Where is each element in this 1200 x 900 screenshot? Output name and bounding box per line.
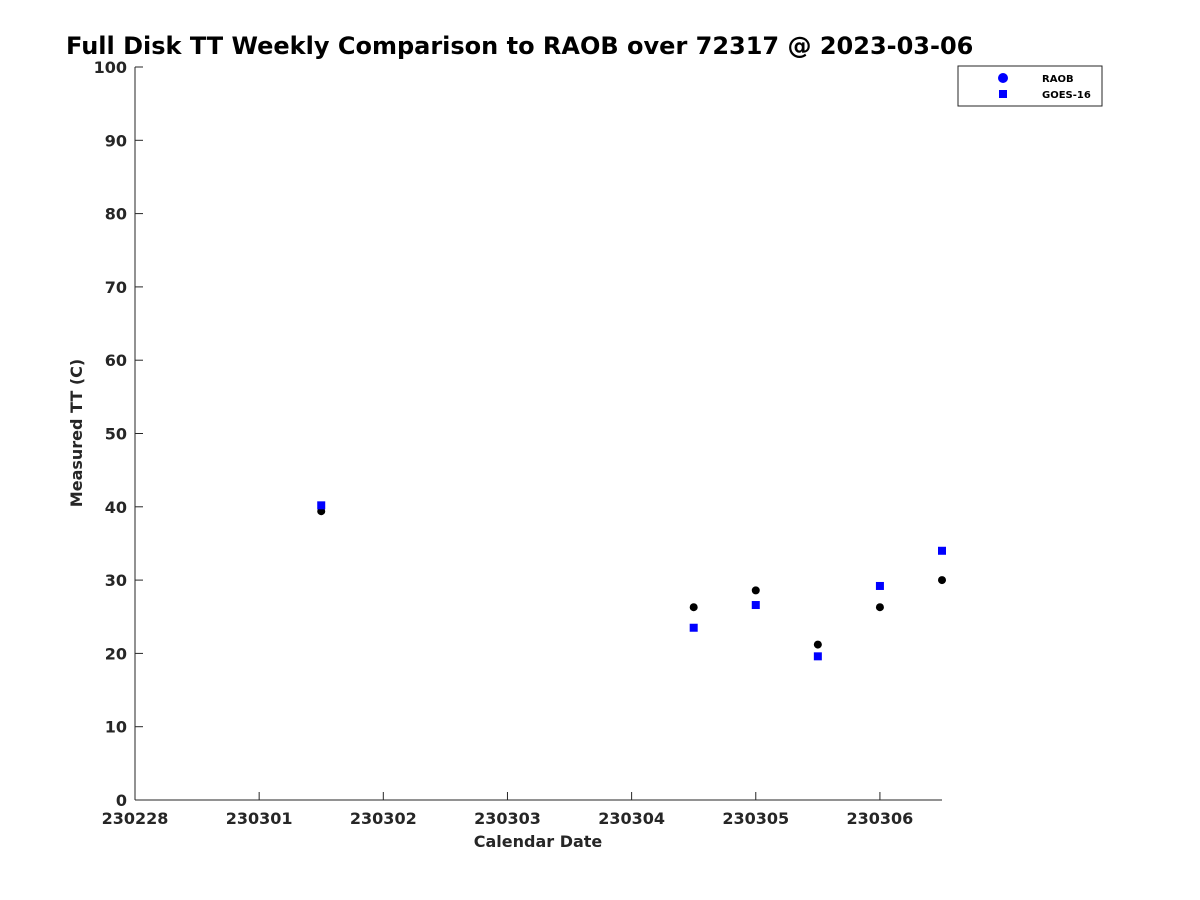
y-tick-label: 50 [105,425,127,444]
legend-label-goes-16: GOES-16 [1042,90,1091,101]
x-tick-label: 230306 [847,809,914,828]
legend-label-raob: RAOB [1042,74,1074,85]
x-tick-label: 230305 [722,809,789,828]
x-tick-label: 230301 [226,809,293,828]
legend-marker-goes-16 [999,90,1007,98]
y-tick-label: 0 [116,791,127,810]
data-point-raob [689,603,698,612]
y-tick-label: 80 [105,205,127,224]
data-point-raob [751,586,760,595]
data-point-goes-16 [813,652,822,661]
x-ticks: 230228 230301 230302 230303 230304 230305 2303… [102,792,914,828]
data-point-goes-16 [938,546,946,555]
x-tick-label: 230303 [474,809,541,828]
x-tick-label: 230304 [598,809,665,828]
y-tick-label: 30 [105,571,127,590]
data-point-goes-16 [875,581,884,590]
legend-box [957,65,1103,107]
data-point-goes-16 [317,501,326,510]
y-tick-label: 60 [105,351,127,370]
y-tick-label: 40 [105,498,127,517]
legend: RAOB GOES-16 [957,65,1103,107]
data-point-raob [813,640,822,649]
y-axis-label: Measured TT (C) [67,359,86,507]
y-tick-label: 20 [105,644,127,663]
x-tick-label: 230302 [350,809,417,828]
data-point-raob [875,603,884,612]
x-tick-label: 230228 [102,809,169,828]
chart-title: Full Disk TT Weekly Comparison to RAOB o… [66,32,973,60]
y-tick-label: 100 [94,58,127,77]
y-tick-label: 70 [105,278,127,297]
y-tick-label: 90 [105,131,127,150]
x-axis-label: Calendar Date [474,832,603,851]
data-point-goes-16 [689,623,698,632]
data-points [317,501,946,661]
legend-marker-raob [998,73,1008,83]
y-ticks: 0 10 20 30 40 50 60 70 80 90 100 [94,58,143,810]
data-point-raob [938,576,946,585]
data-point-goes-16 [751,601,760,610]
y-tick-label: 10 [105,718,127,737]
